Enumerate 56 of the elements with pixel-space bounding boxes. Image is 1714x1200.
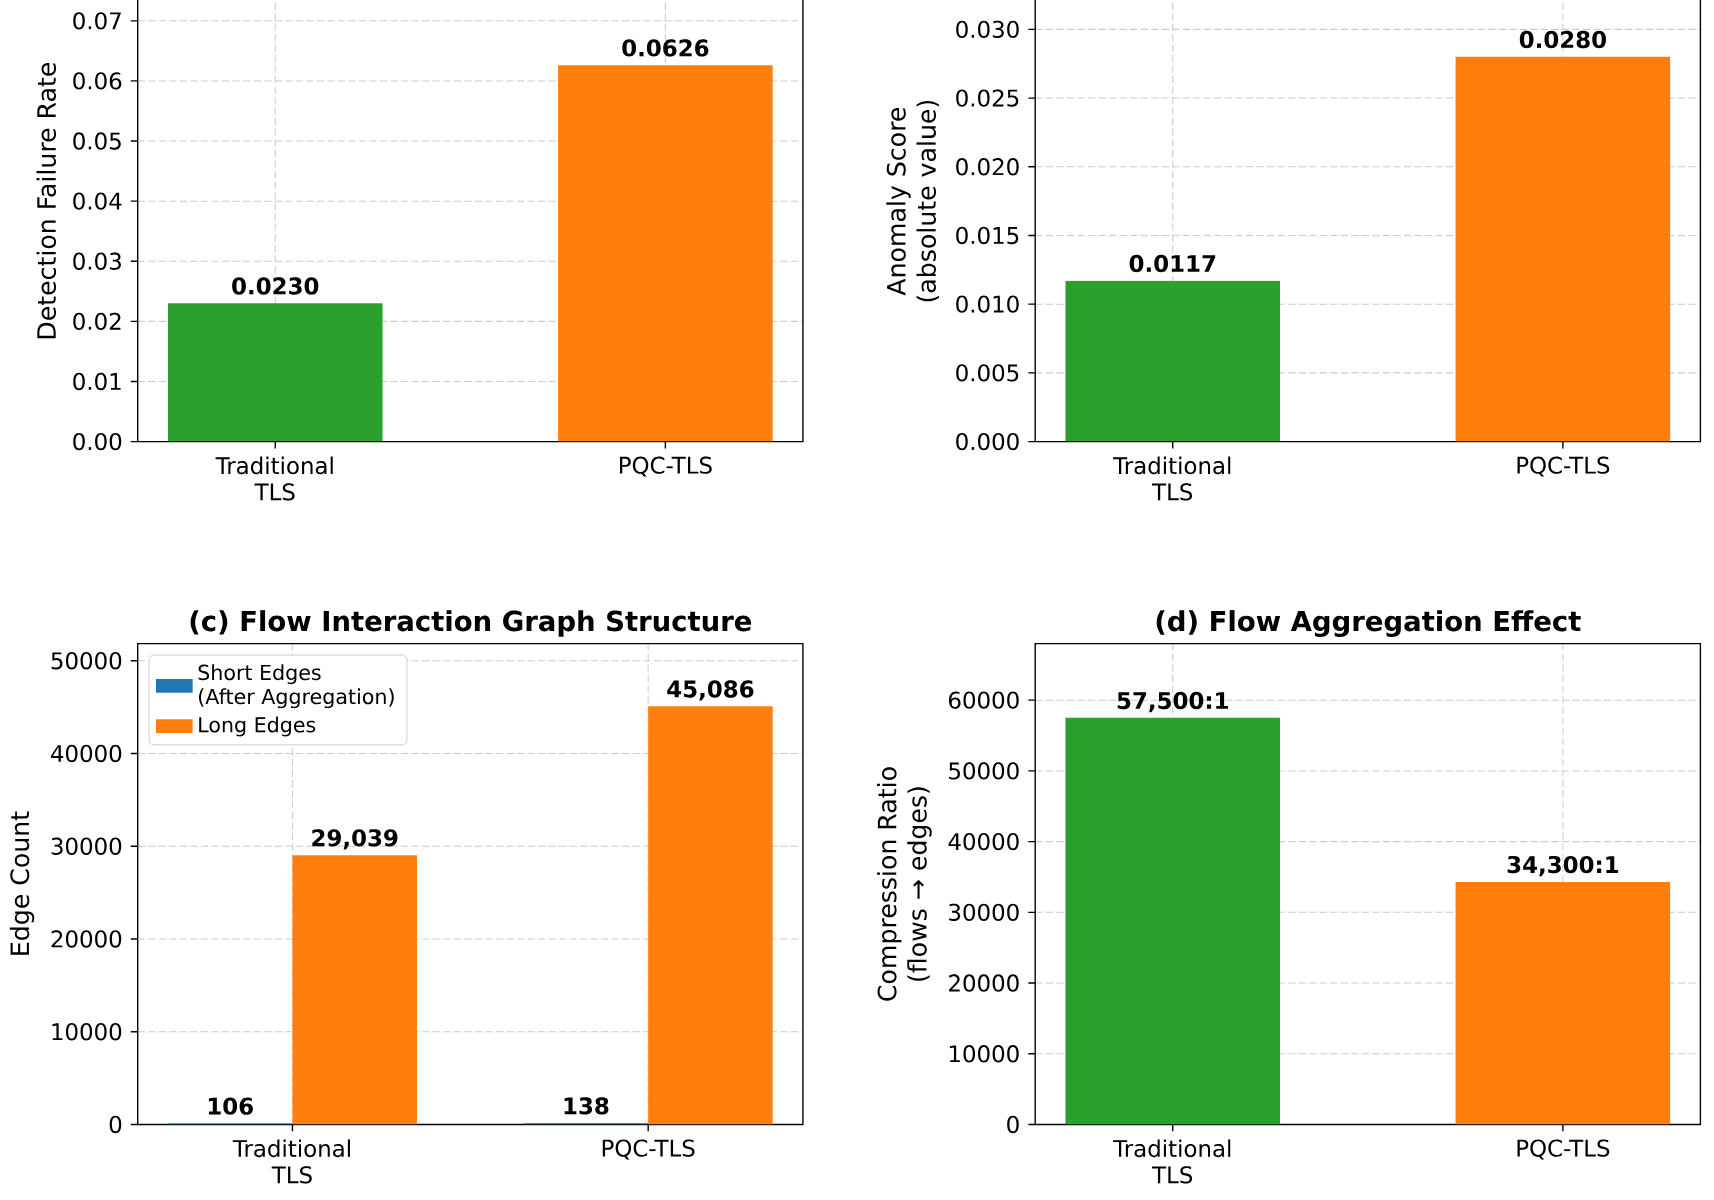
y-tick-label: 30000 — [51, 837, 122, 855]
data-label: 138 — [564, 1097, 609, 1115]
x-tick-label: Traditional TLS — [1113, 1139, 1231, 1184]
y-tick-label: 0.07 — [73, 12, 121, 30]
y-tick-label: 10000 — [52, 1023, 122, 1041]
y-tick-label: 50000 — [51, 652, 122, 670]
legend-label: Short Edges (After Aggregation) — [198, 664, 394, 709]
x-tick-label: Traditional TLS — [232, 1139, 350, 1184]
y-tick-label: 0.030 — [956, 20, 1019, 39]
data-label: 0.0230 — [232, 277, 319, 295]
data-label: 0.0626 — [622, 39, 709, 57]
x-tick-label: PQC-TLS — [1517, 1139, 1610, 1160]
y-tick-label: 0.025 — [956, 89, 1019, 107]
data-label: 106 — [208, 1097, 253, 1115]
y-tick-label: 0.00 — [73, 432, 122, 451]
data-label: 0.0280 — [1519, 30, 1606, 49]
y-tick-label: 60000 — [949, 691, 1019, 709]
y-tick-label: 0.03 — [73, 252, 121, 270]
y-tick-label: 20000 — [51, 930, 122, 948]
y-tick-label: 0.04 — [73, 192, 122, 210]
legend-label: Long Edges — [199, 716, 316, 737]
y-tick-label: 0.015 — [956, 226, 1019, 245]
chart-title: (d) Flow Aggregation Effect — [1156, 610, 1581, 637]
x-tick-label: Traditional TLS — [1113, 456, 1231, 501]
x-tick-label: PQC-TLS — [620, 456, 712, 477]
y-tick-label: 0.06 — [73, 72, 122, 90]
y-tick-label: 0.020 — [956, 158, 1019, 176]
y-tick-label: 10000 — [949, 1045, 1019, 1063]
y-tick-label: 0 — [1007, 1115, 1019, 1134]
bar — [292, 855, 417, 1125]
y-axis-title: Compression Ratio (flows → edges) — [877, 767, 932, 1001]
y-axis-title: Anomaly Score (absolute value) — [886, 100, 939, 302]
x-tick-label: Traditional TLS — [215, 456, 333, 501]
bar — [648, 706, 773, 1125]
data-label: 0.0117 — [1129, 254, 1216, 273]
y-tick-label: 50000 — [949, 762, 1019, 780]
x-tick-label: PQC-TLS — [1517, 456, 1610, 477]
y-tick-label: 30000 — [949, 903, 1019, 921]
y-axis-title: Detection Failure Rate — [36, 62, 57, 339]
data-label: 57,500:1 — [1117, 691, 1228, 713]
y-tick-label: 20000 — [949, 974, 1019, 992]
y-tick-label: 0.05 — [73, 132, 121, 150]
y-tick-label: 40000 — [948, 832, 1019, 851]
x-tick-label: PQC-TLS — [602, 1139, 695, 1160]
y-tick-label: 0.01 — [73, 372, 121, 391]
data-label: 45,086 — [667, 680, 754, 701]
y-tick-label: 0 — [109, 1115, 122, 1134]
y-axis-title: Edge Count — [9, 811, 35, 955]
y-tick-label: 0.000 — [956, 432, 1019, 451]
y-tick-label: 40000 — [51, 744, 122, 763]
y-tick-label: 0.005 — [956, 364, 1019, 382]
y-tick-label: 0.02 — [73, 312, 121, 331]
data-label: 34,300:1 — [1507, 855, 1619, 877]
data-label: 29,039 — [312, 829, 398, 850]
chart-title: (c) Flow Interaction Graph Structure — [190, 610, 752, 637]
y-tick-label: 0.010 — [956, 295, 1019, 313]
